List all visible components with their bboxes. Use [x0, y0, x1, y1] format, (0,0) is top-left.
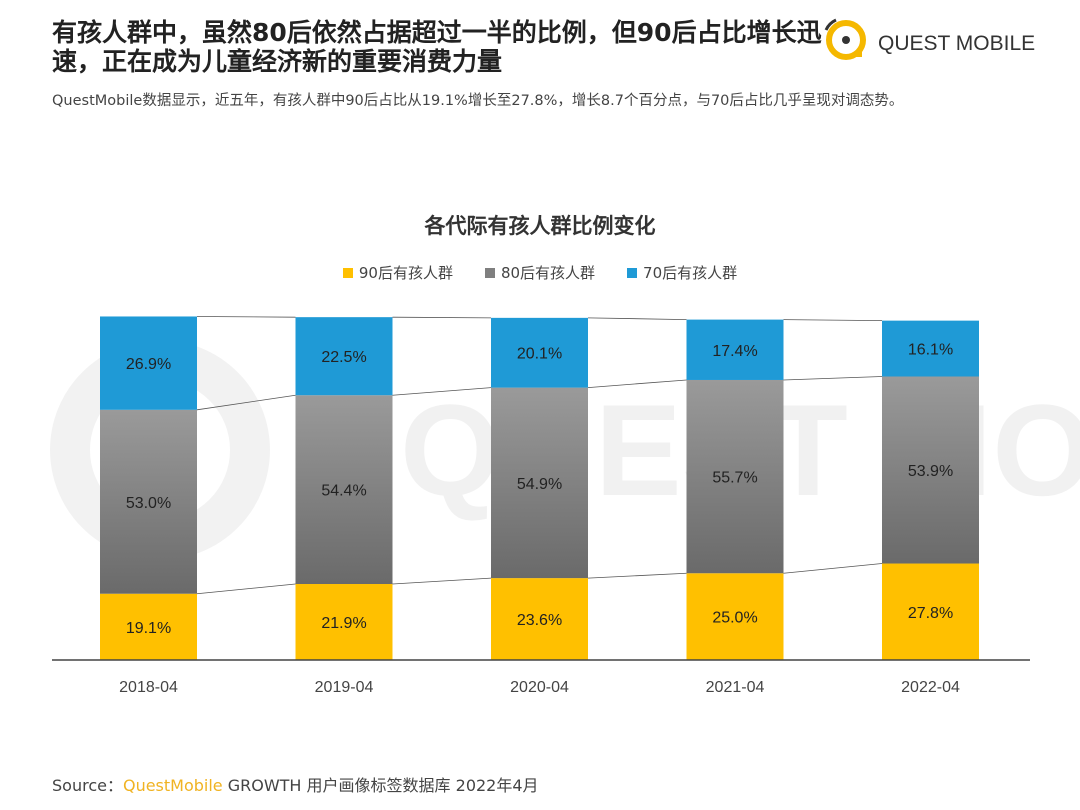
data-label: 54.4% — [321, 483, 366, 500]
bar-segment-90 — [100, 593, 197, 660]
x-tick-label: 2021-04 — [706, 679, 765, 696]
connector-line — [196, 394, 296, 411]
quest-mobile-logo-icon — [824, 18, 866, 60]
legend-swatch — [484, 267, 495, 278]
bar-segment-80 — [686, 379, 784, 574]
legend-swatch — [342, 267, 353, 278]
bar-segment-90 — [882, 563, 979, 660]
data-label: 53.9% — [908, 463, 953, 480]
legend-label: 70后有孩人群 — [643, 264, 738, 282]
data-label: 55.7% — [712, 470, 757, 487]
data-label: 22.5% — [321, 349, 366, 366]
data-label: 27.8% — [908, 605, 953, 622]
source-brand: QuestMobile — [122, 776, 223, 795]
bar-segment-70 — [686, 319, 784, 380]
connector-line — [783, 376, 883, 381]
source-rest: GROWTH 用户画像标签数据库 2022年4月 — [222, 776, 539, 795]
x-tick-label: 2019-04 — [315, 679, 374, 696]
connector-line — [587, 572, 687, 579]
data-label: 53.0% — [126, 495, 171, 512]
bar-segment-90 — [686, 573, 784, 660]
legend: 90后有孩人群 80后有孩人群 70后有孩人群 — [0, 262, 1080, 283]
connector-line — [783, 563, 883, 574]
bar-segment-90 — [491, 578, 588, 660]
bar-segment-80 — [491, 387, 588, 579]
bar-segment-70 — [295, 317, 393, 396]
legend-label: 80后有孩人群 — [500, 264, 596, 282]
data-label: 21.9% — [321, 615, 366, 632]
x-tick-label: 2022-04 — [901, 679, 960, 696]
bar-segment-70 — [100, 316, 197, 410]
legend-item-80: 80后有孩人群 — [484, 262, 596, 283]
bar-segment-80 — [295, 395, 393, 585]
bar-segment-70 — [491, 317, 588, 388]
bar-segment-70 — [882, 320, 979, 377]
data-label: 26.9% — [126, 356, 171, 373]
connector-line — [587, 379, 687, 389]
bar-segment-80 — [882, 376, 979, 564]
logo-text: QUEST MOBILE — [878, 32, 1036, 55]
legend-label: 90后有孩人群 — [358, 264, 453, 282]
connector-line — [392, 387, 492, 396]
connector-line — [196, 583, 296, 595]
source-note: Source：QuestMobile GROWTH 用户画像标签数据库 2022… — [52, 772, 539, 796]
data-label: 17.4% — [712, 343, 757, 360]
legend-item-70: 70后有孩人群 — [627, 262, 737, 283]
data-label: 23.6% — [517, 612, 562, 629]
logo: QUEST MOBILE — [822, 16, 1035, 62]
data-label: 19.1% — [126, 620, 171, 637]
data-label: 16.1% — [908, 342, 953, 359]
connector-line — [392, 316, 492, 319]
legend-item-90: 90后有孩人群 — [342, 262, 453, 283]
source-prefix: Source： — [52, 776, 123, 795]
page-title: 有孩人群中，虽然80后依然占据超过一半的比例，但90后占比增长迅速，正在成为儿童… — [52, 18, 822, 76]
connector-line — [783, 319, 883, 322]
connector-line — [196, 316, 296, 318]
bar-segment-90 — [295, 584, 393, 660]
connector-line — [392, 577, 492, 585]
x-tick-label: 2020-04 — [510, 679, 569, 696]
bar-segment-80 — [100, 409, 197, 594]
subtitle: QuestMobile数据显示，近五年，有孩人群中90后占比从19.1%增长至2… — [52, 93, 904, 109]
x-tick-label: 2018-04 — [119, 679, 178, 696]
data-label: 25.0% — [712, 610, 757, 627]
legend-swatch — [627, 267, 638, 278]
data-label: 20.1% — [517, 346, 562, 363]
connector-line — [587, 317, 687, 320]
data-label: 54.9% — [517, 476, 562, 493]
chart-title: 各代际有孩人群比例变化 — [424, 214, 656, 238]
